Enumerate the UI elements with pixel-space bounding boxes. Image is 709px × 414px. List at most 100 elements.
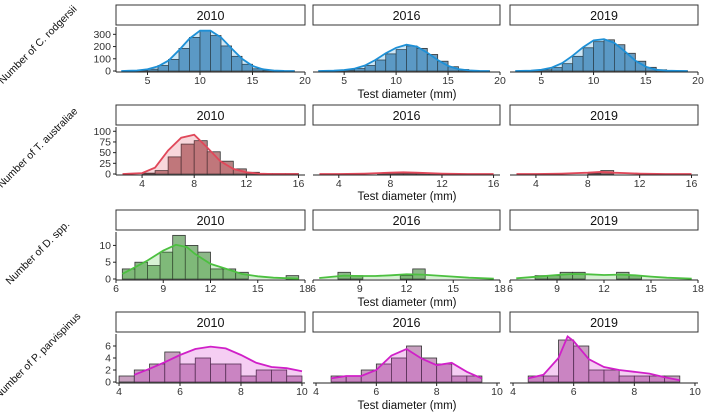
histogram-bar (219, 160, 234, 175)
x-tick-label: 4 (533, 178, 539, 190)
x-tick-label: 16 (686, 178, 698, 190)
x-axis-label: Test diameter (mm) (357, 400, 456, 412)
x-tick-label: 8 (387, 178, 393, 190)
x-tick-label: 10 (588, 75, 600, 87)
x-tick-label: 12 (241, 178, 253, 190)
x-tick-label: 18 (494, 283, 506, 295)
y-tick-label: 2 (105, 365, 111, 377)
facet-label: 2019 (590, 9, 618, 23)
x-tick-label: 5 (145, 75, 151, 87)
y-tick-label: 100 (93, 53, 111, 65)
y-axis-label: Number of D. spp. (4, 219, 73, 288)
y-axis-label: Number of P. parvispinus (0, 310, 83, 401)
y-axis-label: Number of T. australiae (0, 105, 81, 190)
x-tick-label: 15 (252, 283, 264, 295)
x-tick-label: 8 (191, 178, 197, 190)
facet-strip (509, 4, 699, 26)
density-line (121, 243, 299, 280)
facet-label: 2010 (197, 9, 225, 23)
y-tick-label: 50 (99, 147, 111, 159)
facet-strip (509, 104, 699, 126)
density-area (528, 336, 680, 382)
density-area (319, 274, 494, 279)
x-tick-label: 4 (510, 386, 516, 398)
density-area (134, 346, 302, 382)
x-tick-label: 4 (313, 386, 319, 398)
x-tick-label: 18 (299, 283, 311, 295)
density-line (516, 170, 692, 175)
x-tick-label: 20 (494, 75, 506, 87)
y-tick-label: 5 (105, 257, 111, 269)
x-tick-label: 6 (373, 386, 379, 398)
histogram-bar (286, 375, 303, 383)
facet-strip (312, 104, 501, 126)
density-area (121, 30, 295, 71)
x-tick-label: 4 (139, 178, 145, 190)
density-line (527, 334, 680, 382)
y-tick-label: 100 (93, 126, 111, 138)
y-tick-label: 0 (105, 274, 111, 286)
panel-c: 2019 4 6 8 10 (509, 311, 701, 398)
facet-label: 2019 (590, 214, 618, 228)
x-tick-label: 16 (488, 178, 500, 190)
y-tick-label: 0 (105, 377, 111, 389)
facet-label: 2016 (393, 109, 421, 123)
density-area (318, 44, 490, 71)
y-tick-label: 0 (105, 66, 111, 78)
facet-label: 2010 (197, 316, 225, 330)
panel-a: 2010 6 9 12 15 18 0 5 10 (99, 209, 311, 295)
facet-strip (312, 209, 501, 231)
x-tick-label: 9 (554, 283, 560, 295)
facet-strip (312, 311, 501, 333)
panel-c: 2019 5 10 15 20 (509, 4, 704, 87)
y-tick-label: 300 (93, 29, 111, 41)
facet-strip (509, 311, 699, 333)
x-tick-label: 15 (442, 75, 454, 87)
x-tick-label: 12 (598, 283, 610, 295)
facet-strip (115, 311, 306, 333)
panel-b: 2016 4 8 12 16 (312, 104, 501, 190)
x-tick-label: 12 (401, 283, 413, 295)
x-tick-label: 15 (645, 283, 657, 295)
density-line (121, 29, 295, 72)
x-tick-label: 6 (310, 283, 316, 295)
x-tick-label: 6 (113, 283, 119, 295)
x-tick-label: 8 (238, 386, 244, 398)
x-tick-label: 10 (194, 75, 206, 87)
x-tick-label: 12 (205, 283, 217, 295)
x-axis-label: Test diameter (mm) (357, 89, 456, 101)
panel-c: 2019 6 9 12 15 18 (507, 209, 704, 295)
x-tick-label: 9 (160, 283, 166, 295)
histogram-bar (118, 375, 135, 383)
x-tick-label: 8 (585, 178, 591, 190)
facet-strip (312, 4, 501, 26)
x-tick-label: 10 (390, 75, 402, 87)
x-tick-label: 15 (247, 75, 259, 87)
y-tick-label: 4 (105, 353, 111, 365)
facet-strip (115, 209, 306, 231)
density-line (319, 273, 494, 280)
panel-c: 2019 4 8 12 16 (509, 104, 699, 190)
histogram-bar (241, 63, 253, 72)
density-line (318, 43, 490, 72)
x-tick-label: 12 (436, 178, 448, 190)
density-line (319, 171, 494, 175)
x-tick-label: 6 (571, 386, 577, 398)
x-tick-label: 9 (357, 283, 363, 295)
x-tick-label: 5 (538, 75, 544, 87)
facet-strip (115, 104, 306, 126)
density-area (122, 244, 299, 279)
x-tick-label: 5 (341, 75, 347, 87)
x-tick-label: 20 (299, 75, 311, 87)
density-area (331, 349, 482, 382)
facet-label: 2010 (197, 214, 225, 228)
y-tick-label: 200 (93, 41, 111, 53)
histogram-bar (572, 271, 586, 280)
density-area (515, 39, 688, 71)
y-tick-label: 10 (99, 240, 111, 252)
row-2-panel-group: Number of T. australiae 2010 4 8 12 16 0255075… (0, 104, 699, 203)
